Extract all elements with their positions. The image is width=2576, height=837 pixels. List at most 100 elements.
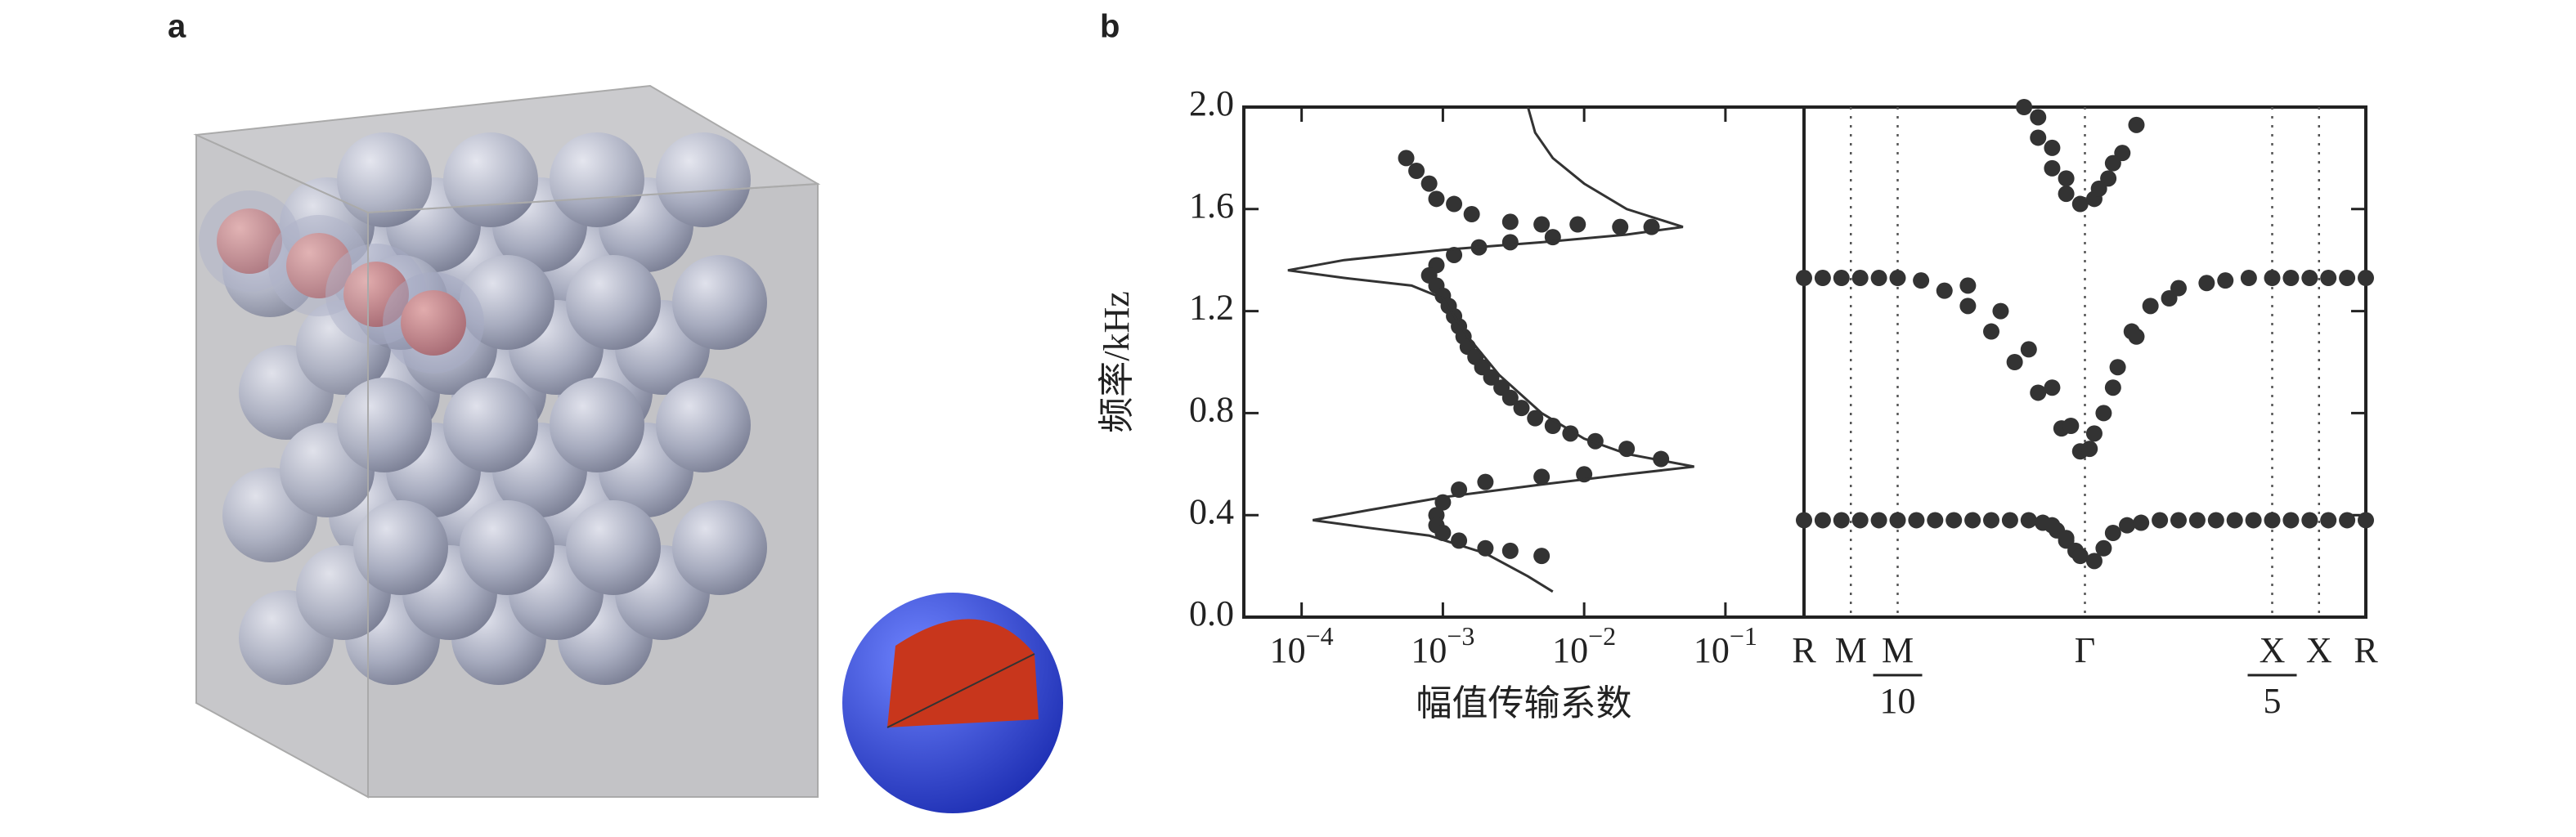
data-point xyxy=(2104,154,2121,172)
data-point xyxy=(1913,272,1930,289)
data-point xyxy=(1833,270,1850,287)
y-axis-label: 频率/kHz xyxy=(1097,291,1137,433)
data-point xyxy=(2044,379,2061,396)
tick-base: 10 xyxy=(1694,630,1730,670)
data-point xyxy=(2358,512,2374,529)
data-point xyxy=(1501,234,1519,251)
axis-frame xyxy=(1242,105,1806,619)
data-point xyxy=(2001,512,2018,529)
data-point xyxy=(1533,216,1551,233)
data-point xyxy=(1533,468,1551,486)
tick-exponent: −1 xyxy=(1730,621,1757,651)
data-point xyxy=(2030,129,2047,146)
x-tick-label: M xyxy=(1882,630,1914,670)
x-tick-label: 10−1 xyxy=(1694,621,1757,670)
data-point xyxy=(2044,139,2061,156)
data-point xyxy=(1428,190,1445,208)
data-point xyxy=(2030,109,2047,126)
data-point xyxy=(1513,400,1530,417)
panel-label: a xyxy=(168,9,186,45)
panel-label: b xyxy=(1100,9,1120,45)
cut-line xyxy=(886,653,1035,728)
data-point xyxy=(2320,270,2337,287)
core-shell-sphere xyxy=(842,593,1063,813)
data-point xyxy=(1446,195,1463,213)
data-point xyxy=(2339,270,2356,287)
sphere xyxy=(337,378,432,472)
data-point xyxy=(2358,270,2374,287)
data-point xyxy=(2030,384,2047,401)
data-point xyxy=(1569,216,1586,233)
data-point xyxy=(2161,290,2178,307)
data-point xyxy=(1501,213,1519,231)
data-point xyxy=(2020,512,2037,529)
core xyxy=(887,619,1039,727)
data-point xyxy=(2217,272,2234,289)
data-point xyxy=(1420,175,1438,192)
sphere xyxy=(656,378,751,472)
x-tick-label: 10−3 xyxy=(1411,621,1474,670)
data-point xyxy=(2044,517,2061,534)
data-point xyxy=(1992,302,2009,320)
data-point xyxy=(1870,270,1887,287)
data-point xyxy=(1927,512,1944,529)
x-axis-label: 幅值传输系数 xyxy=(1416,683,1632,723)
x-tick-denominator: 10 xyxy=(1880,681,1916,721)
data-point xyxy=(1398,150,1415,167)
data-point xyxy=(1833,512,1850,529)
data-point xyxy=(1959,298,1977,315)
data-point xyxy=(1612,218,1629,235)
data-point xyxy=(1851,270,1869,287)
data-point xyxy=(2085,553,2103,570)
tick-exponent: −2 xyxy=(1588,621,1616,651)
tick-base: 10 xyxy=(1411,630,1447,670)
data-point xyxy=(2016,99,2033,115)
x-tick-label: X xyxy=(2260,630,2286,670)
sphere xyxy=(672,255,767,350)
data-point xyxy=(1851,512,1869,529)
cube-face xyxy=(367,182,819,798)
data-point xyxy=(2119,517,2136,534)
data-point xyxy=(1434,525,1452,542)
data-point xyxy=(2320,512,2337,529)
data-point xyxy=(1408,163,1425,179)
data-point xyxy=(2133,514,2150,531)
x-tick-label: R xyxy=(1792,630,1816,670)
tick-exponent: −3 xyxy=(1447,621,1474,651)
tick-base: 10 xyxy=(1552,630,1588,670)
data-point xyxy=(2226,512,2243,529)
x-tick-denominator: 5 xyxy=(2264,681,2282,721)
data-point xyxy=(2109,359,2126,376)
data-point xyxy=(1959,277,1977,294)
data-point xyxy=(2085,425,2103,442)
data-point xyxy=(2301,512,2318,529)
data-point xyxy=(2044,159,2061,177)
cube-front xyxy=(193,84,821,799)
data-point xyxy=(2301,270,2318,287)
y-tick-label: 0.8 xyxy=(1189,389,1234,429)
data-point xyxy=(2142,298,2159,315)
y-tick-label: 1.6 xyxy=(1189,186,1234,226)
data-point xyxy=(1477,473,1494,490)
data-point xyxy=(1964,512,1981,529)
tick-base: 10 xyxy=(1270,630,1306,670)
data-point xyxy=(1814,512,1831,529)
sphere xyxy=(550,132,644,227)
data-point xyxy=(1936,282,1953,299)
data-point xyxy=(2264,512,2281,529)
sphere xyxy=(656,132,751,227)
sphere xyxy=(672,500,767,595)
data-point xyxy=(2090,180,2107,197)
x-tick-label: 10−4 xyxy=(1270,621,1334,670)
data-point xyxy=(1983,323,1999,340)
cube-face xyxy=(195,133,369,799)
data-point xyxy=(1814,270,1831,287)
data-point xyxy=(2006,354,2023,370)
sphere-core xyxy=(401,290,466,356)
y-tick-label: 1.2 xyxy=(1189,288,1234,328)
data-point xyxy=(1653,450,1670,468)
y-tick-label: 2.0 xyxy=(1189,83,1234,123)
data-point xyxy=(2282,512,2300,529)
